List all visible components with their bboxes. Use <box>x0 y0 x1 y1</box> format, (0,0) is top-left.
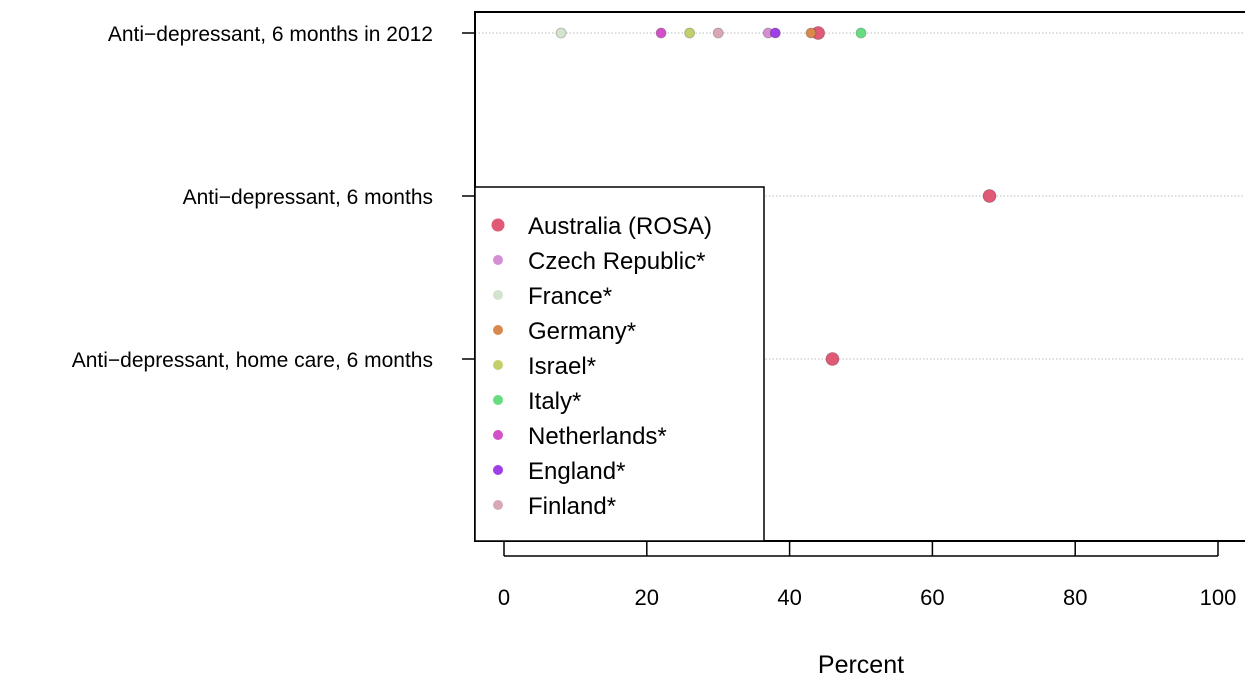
y-category-label: Anti−depressant, home care, 6 months <box>72 349 433 372</box>
data-point <box>712 27 724 39</box>
data-point <box>555 27 567 39</box>
legend-label: Germany* <box>528 318 636 345</box>
x-axis: 0 20 40 60 80 100 <box>498 541 1236 610</box>
legend-marker <box>493 430 503 440</box>
x-tick-label: 100 <box>1200 585 1237 610</box>
legend-label: Finland* <box>528 493 616 520</box>
legend-label: Israel* <box>528 353 596 380</box>
legend-marker <box>493 500 503 510</box>
legend-marker <box>493 360 503 370</box>
data-point <box>684 27 696 39</box>
legend-label: England* <box>528 458 625 485</box>
x-tick-label: 60 <box>920 585 944 610</box>
legend-label: France* <box>528 283 612 310</box>
legend-label: Netherlands* <box>528 423 667 450</box>
x-tick-label: 20 <box>635 585 659 610</box>
legend-marker <box>493 255 503 265</box>
legend-label: Czech Republic* <box>528 248 705 275</box>
legend-marker <box>493 325 503 335</box>
data-point <box>855 27 867 39</box>
legend-marker <box>493 465 503 475</box>
x-tick-label: 0 <box>498 585 510 610</box>
legend-marker <box>491 218 505 232</box>
data-point <box>769 27 781 39</box>
x-axis-title: Percent <box>818 651 904 677</box>
data-points <box>555 26 997 366</box>
data-point <box>805 27 817 39</box>
legend-label: Italy* <box>528 388 581 415</box>
y-category-labels: Anti−depressant, 6 months in 2012 Anti−de… <box>72 23 475 372</box>
legend-marker <box>493 290 503 300</box>
legend: Australia (ROSA) Czech Republic* France* Ge… <box>474 186 765 542</box>
x-tick-label: 40 <box>777 585 801 610</box>
x-tick-label: 80 <box>1063 585 1087 610</box>
legend-marker <box>493 395 503 405</box>
data-point <box>825 352 840 366</box>
legend-box <box>474 186 765 542</box>
legend-label: Australia (ROSA) <box>528 213 712 240</box>
data-point <box>982 189 997 203</box>
y-category-label: Anti−depressant, 6 months in 2012 <box>108 23 433 46</box>
y-category-label: Anti−depressant, 6 months <box>183 186 433 209</box>
data-point <box>655 27 667 39</box>
